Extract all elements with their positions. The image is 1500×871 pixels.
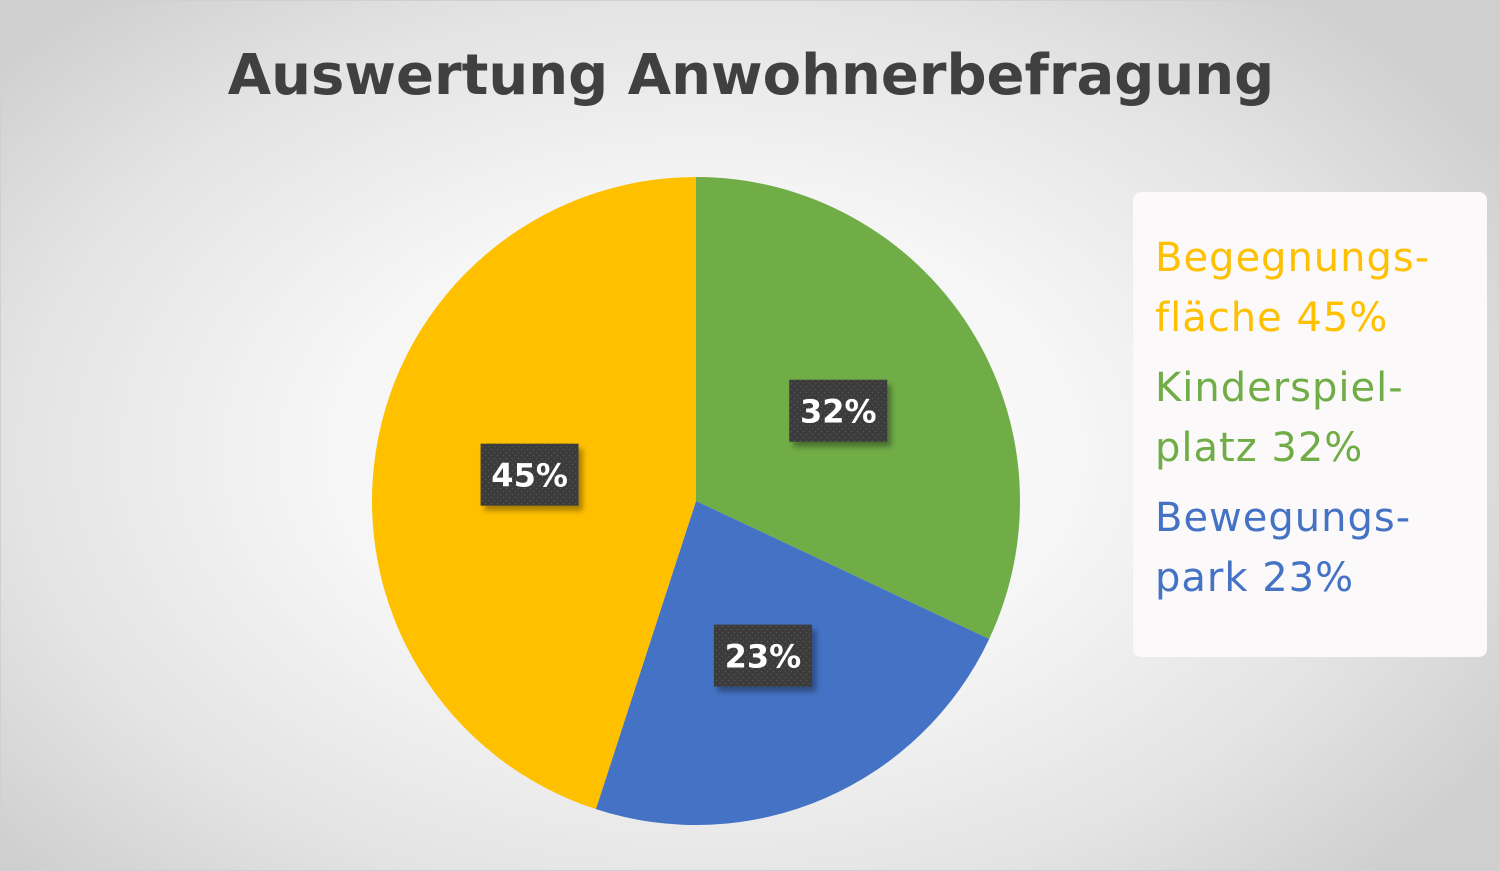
data-label-text: 45% <box>491 457 568 495</box>
legend-item-bewegungspark: Bewegungs- park 23% <box>1155 488 1487 608</box>
legend-text: fläche 45% <box>1155 295 1389 341</box>
chart-legend: Begegnungs- fläche 45% Kinderspiel- plat… <box>1133 192 1487 657</box>
data-label-box <box>713 624 812 687</box>
legend-item-kinderspielplatz: Kinderspiel- platz 32% <box>1155 358 1487 478</box>
data-label: 45% <box>480 443 579 506</box>
chart-title: Auswertung Anwohnerbefragung <box>227 43 1275 108</box>
data-label: 32% <box>789 379 888 442</box>
data-label-text: 32% <box>800 393 877 431</box>
data-label-text: 23% <box>725 638 802 676</box>
legend-item-begegnungsflaeche: Begegnungs- fläche 45% <box>1155 228 1487 348</box>
data-label-box <box>480 443 579 506</box>
legend-text: platz 32% <box>1155 425 1364 471</box>
legend-text: park 23% <box>1155 555 1355 601</box>
legend-text: Begegnungs- <box>1155 235 1431 281</box>
data-label-box <box>789 379 888 442</box>
legend-text: Kinderspiel- <box>1155 365 1404 411</box>
legend-text: Bewegungs- <box>1155 495 1412 541</box>
data-label: 23% <box>713 624 812 687</box>
